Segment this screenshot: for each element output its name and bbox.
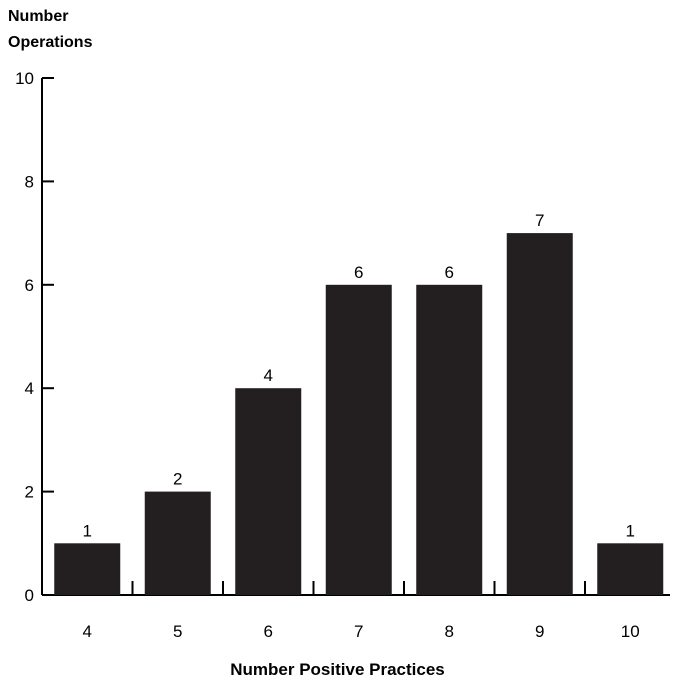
bar bbox=[506, 233, 573, 595]
data-label: 1 bbox=[83, 521, 92, 540]
x-tick-label: 6 bbox=[264, 622, 273, 641]
y-axis-label-line-1: Number bbox=[8, 8, 69, 25]
y-tick-label: 4 bbox=[25, 379, 34, 398]
y-tick-label: 0 bbox=[25, 586, 34, 605]
bar bbox=[325, 284, 392, 595]
bar bbox=[54, 543, 121, 595]
bar bbox=[144, 491, 211, 595]
x-tick-label: 9 bbox=[535, 622, 544, 641]
data-label: 2 bbox=[173, 470, 182, 489]
data-label: 1 bbox=[626, 521, 635, 540]
x-tick-label: 8 bbox=[445, 622, 454, 641]
data-label: 4 bbox=[264, 366, 273, 385]
data-label: 6 bbox=[354, 263, 363, 282]
y-tick-label: 8 bbox=[25, 172, 34, 191]
x-axis-label: Number Positive Practices bbox=[230, 660, 445, 679]
x-tick-label: 5 bbox=[173, 622, 182, 641]
y-axis-label-line-2: Operations bbox=[8, 34, 93, 51]
data-label: 7 bbox=[535, 211, 544, 230]
bar bbox=[416, 284, 483, 595]
x-tick-label: 7 bbox=[354, 622, 363, 641]
y-tick-label: 10 bbox=[15, 69, 34, 88]
data-label: 6 bbox=[445, 263, 454, 282]
bar bbox=[235, 388, 302, 595]
y-tick-label: 2 bbox=[25, 483, 34, 502]
y-tick-label: 6 bbox=[25, 276, 34, 295]
x-tick-label: 4 bbox=[83, 622, 92, 641]
x-tick-label: 10 bbox=[621, 622, 640, 641]
bar bbox=[597, 543, 664, 595]
